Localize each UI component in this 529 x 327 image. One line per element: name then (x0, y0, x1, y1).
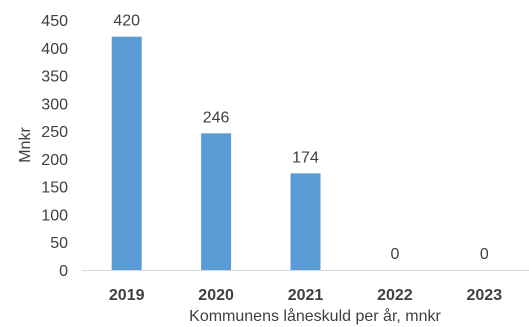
y-tick-label: 250 (41, 124, 68, 141)
y-tick-label: 100 (41, 207, 68, 224)
category-label: 2021 (288, 287, 324, 304)
bar (201, 133, 232, 270)
category-label: 2020 (198, 287, 234, 304)
y-tick-label: 0 (59, 263, 68, 280)
y-tick-label: 450 (41, 13, 68, 30)
y-tick-label: 300 (41, 96, 68, 113)
y-tick-label: 350 (41, 69, 68, 86)
y-tick-label: 400 (41, 41, 68, 58)
category-label: 2022 (377, 287, 413, 304)
x-axis-title: Kommunens låneskuld per år, mnkr (189, 307, 441, 325)
x-axis-categories: 2019 2020 2021 2022 2023 (109, 287, 502, 304)
data-labels: 420 246 174 0 0 (113, 13, 488, 263)
y-tick-label: 50 (50, 235, 68, 252)
data-label: 246 (203, 109, 230, 126)
category-label: 2019 (109, 287, 145, 304)
bars (111, 36, 321, 270)
bar (111, 36, 142, 270)
category-label: 2023 (467, 287, 503, 304)
data-label: 420 (113, 13, 140, 30)
y-tick-label: 200 (41, 152, 68, 169)
y-axis-title: Mnkr (17, 127, 34, 163)
y-tick-label: 150 (41, 180, 68, 197)
bar (290, 173, 321, 270)
y-axis-ticks: 0 50 100 150 200 250 300 350 400 450 (41, 13, 68, 280)
data-label: 0 (390, 246, 399, 263)
data-label: 174 (292, 149, 319, 166)
data-label: 0 (480, 246, 489, 263)
